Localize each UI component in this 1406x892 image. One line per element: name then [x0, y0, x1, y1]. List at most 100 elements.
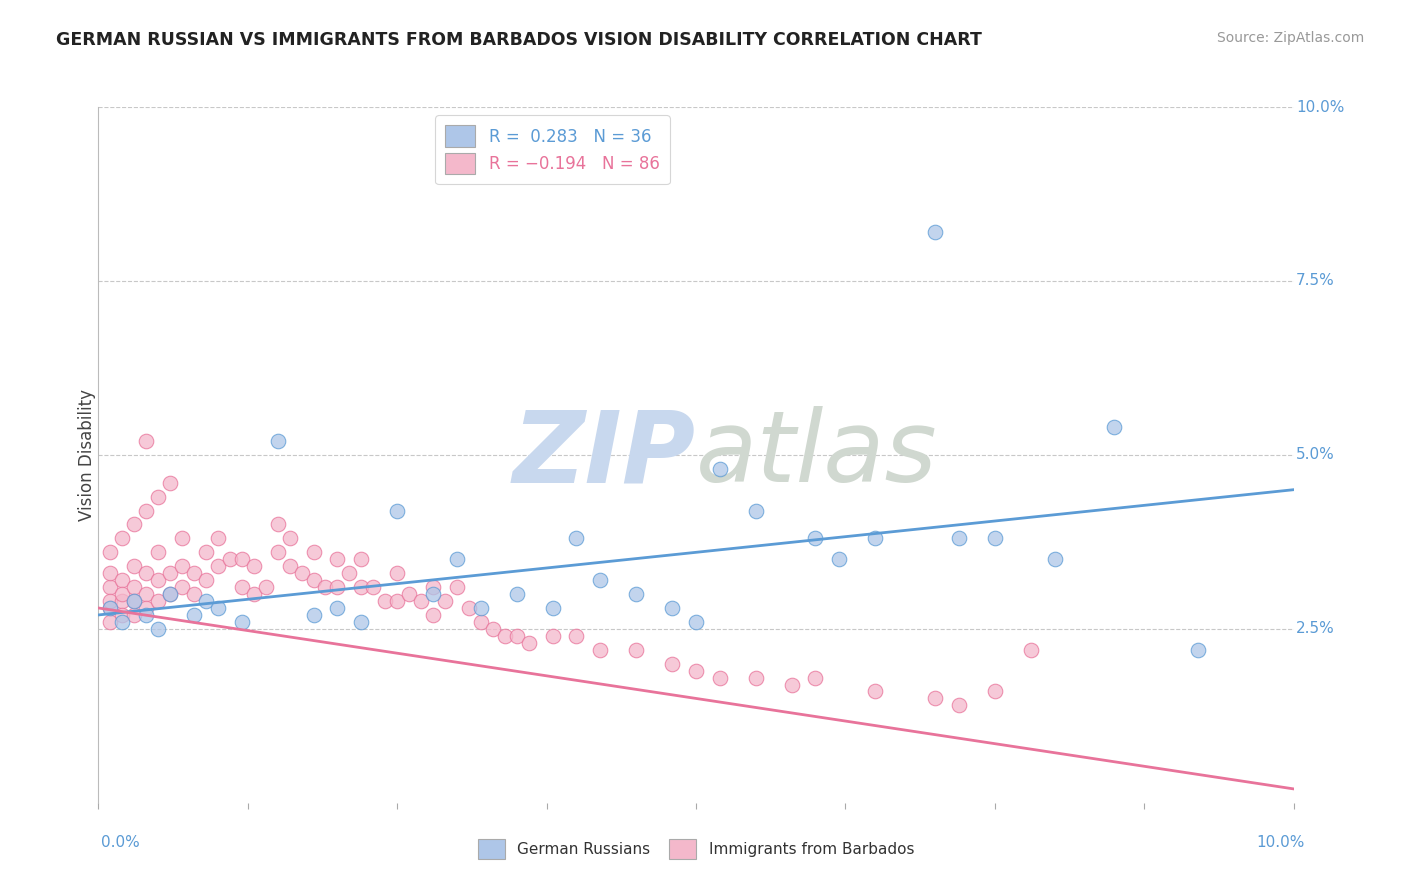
- Point: [624, 642, 647, 657]
- Point: [1104, 420, 1126, 434]
- Point: [481, 622, 505, 636]
- Point: [422, 580, 444, 594]
- Point: [194, 573, 218, 587]
- Point: [661, 657, 683, 671]
- Point: [172, 559, 194, 574]
- Text: Source: ZipAtlas.com: Source: ZipAtlas.com: [1216, 31, 1364, 45]
- Text: 0.0%: 0.0%: [101, 836, 141, 850]
- Point: [254, 580, 277, 594]
- Point: [194, 594, 218, 608]
- Point: [135, 601, 157, 615]
- Point: [948, 698, 970, 713]
- Text: GERMAN RUSSIAN VS IMMIGRANTS FROM BARBADOS VISION DISABILITY CORRELATION CHART: GERMAN RUSSIAN VS IMMIGRANTS FROM BARBAD…: [56, 31, 983, 49]
- Point: [422, 587, 444, 601]
- Point: [780, 677, 803, 691]
- Point: [983, 532, 1005, 546]
- Point: [828, 552, 851, 566]
- Point: [745, 503, 768, 517]
- Text: 10.0%: 10.0%: [1296, 100, 1344, 114]
- Text: 5.0%: 5.0%: [1296, 448, 1334, 462]
- Point: [267, 545, 290, 559]
- Point: [148, 573, 170, 587]
- Point: [804, 671, 827, 685]
- Point: [183, 587, 205, 601]
- Point: [924, 691, 946, 706]
- Point: [111, 573, 134, 587]
- Point: [709, 462, 731, 476]
- Point: [194, 545, 218, 559]
- Point: [290, 566, 312, 581]
- Point: [111, 532, 134, 546]
- Point: [111, 607, 134, 622]
- Point: [98, 545, 122, 559]
- Point: [385, 566, 409, 581]
- Point: [135, 503, 157, 517]
- Point: [350, 552, 373, 566]
- Point: [111, 587, 134, 601]
- Point: [422, 607, 444, 622]
- Point: [135, 566, 157, 581]
- Point: [470, 615, 492, 629]
- Point: [385, 594, 409, 608]
- Point: [624, 587, 647, 601]
- Point: [983, 684, 1005, 698]
- Point: [98, 566, 122, 581]
- Point: [745, 671, 768, 685]
- Point: [267, 434, 290, 448]
- Point: [948, 532, 970, 546]
- Point: [219, 552, 242, 566]
- Point: [446, 580, 468, 594]
- Point: [172, 532, 194, 546]
- Point: [207, 532, 229, 546]
- Point: [111, 615, 134, 629]
- Point: [231, 615, 253, 629]
- Point: [326, 580, 349, 594]
- Point: [350, 580, 373, 594]
- Point: [506, 629, 529, 643]
- Point: [865, 684, 887, 698]
- Point: [148, 594, 170, 608]
- Point: [98, 580, 122, 594]
- Text: 7.5%: 7.5%: [1296, 274, 1334, 288]
- Point: [470, 601, 492, 615]
- Point: [589, 642, 612, 657]
- Point: [148, 490, 170, 504]
- Point: [363, 580, 385, 594]
- Point: [685, 664, 707, 678]
- Point: [243, 559, 266, 574]
- Point: [924, 225, 946, 239]
- Point: [411, 594, 433, 608]
- Point: [124, 594, 146, 608]
- Point: [159, 587, 181, 601]
- Point: [159, 566, 181, 581]
- Point: [207, 559, 229, 574]
- Point: [709, 671, 731, 685]
- Text: ZIP: ZIP: [513, 407, 696, 503]
- Point: [278, 559, 301, 574]
- Point: [135, 434, 157, 448]
- Point: [565, 532, 588, 546]
- Point: [172, 580, 194, 594]
- Point: [302, 573, 325, 587]
- Point: [589, 573, 612, 587]
- Point: [385, 503, 409, 517]
- Point: [506, 587, 529, 601]
- Point: [135, 587, 157, 601]
- Point: [302, 607, 325, 622]
- Point: [98, 601, 122, 615]
- Point: [494, 629, 516, 643]
- Point: [661, 601, 683, 615]
- Point: [434, 594, 457, 608]
- Point: [541, 601, 564, 615]
- Point: [148, 545, 170, 559]
- Point: [1019, 642, 1042, 657]
- Point: [148, 622, 170, 636]
- Point: [183, 566, 205, 581]
- Point: [243, 587, 266, 601]
- Text: atlas: atlas: [696, 407, 938, 503]
- Point: [326, 552, 349, 566]
- Point: [98, 601, 122, 615]
- Point: [183, 607, 205, 622]
- Point: [446, 552, 468, 566]
- Point: [124, 517, 146, 532]
